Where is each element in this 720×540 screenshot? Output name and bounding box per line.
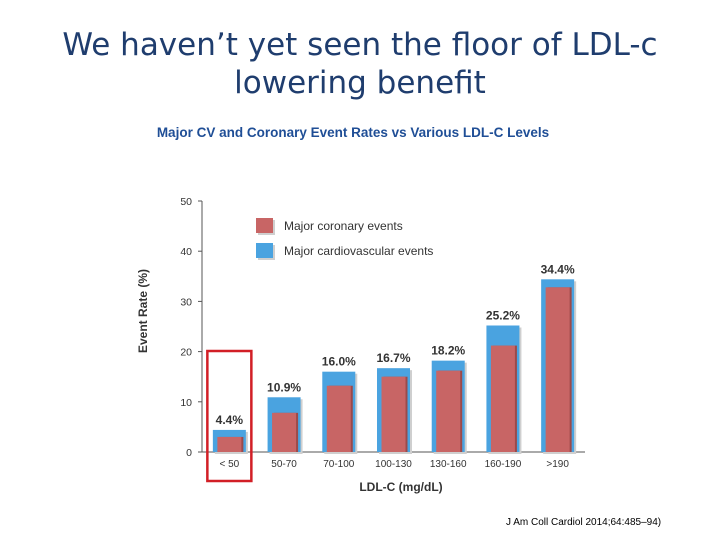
- x-tick-label: 160-190: [485, 459, 522, 470]
- bar-coronary: [326, 385, 351, 452]
- x-tick-label: >190: [546, 459, 569, 470]
- bar-coronary: [545, 287, 570, 452]
- x-tick-label: < 50: [219, 459, 239, 470]
- y-tick-label: 20: [180, 347, 192, 359]
- y-tick-label: 40: [180, 246, 192, 258]
- bar-coronary: [272, 412, 297, 452]
- y-tick-label: 0: [186, 447, 192, 459]
- y-tick-label: 50: [180, 196, 192, 208]
- x-tick-label: 70-100: [323, 459, 355, 470]
- citation: J Am Coll Cardiol 2014;64:485–94): [506, 517, 662, 528]
- slide-title-line-2: lowering benefit: [234, 65, 486, 101]
- data-label: 4.4%: [216, 413, 244, 427]
- y-axis-label: Event Rate (%): [136, 269, 150, 353]
- y-tick-label: 10: [180, 397, 192, 409]
- x-axis-label: LDL-C (mg/dL): [359, 480, 442, 494]
- slide-title: We haven’t yet seen the floor of LDL-c l…: [40, 26, 680, 102]
- bar-coronary: [490, 345, 515, 452]
- legend-label: Major cardiovascular events: [284, 244, 433, 258]
- x-tick-label: 100-130: [375, 459, 412, 470]
- chart-title: Major CV and Coronary Event Rates vs Var…: [157, 125, 549, 140]
- legend-swatch-coronary: [256, 218, 273, 233]
- data-label: 16.7%: [376, 351, 410, 365]
- legend-label: Major coronary events: [284, 219, 403, 233]
- data-label: 34.4%: [541, 262, 575, 276]
- bar-coronary: [217, 436, 242, 452]
- x-tick-label: 130-160: [430, 459, 467, 470]
- legend-swatch-cardiovascular: [256, 243, 273, 258]
- chart-bars: [212, 279, 577, 454]
- data-label: 10.9%: [267, 380, 301, 394]
- y-tick-label: 30: [180, 296, 192, 308]
- highlight-box: [206, 349, 253, 483]
- data-label: 18.2%: [431, 344, 465, 358]
- chart-legend: Major coronary events Major cardiovascula…: [256, 218, 433, 260]
- x-tick-label: 50-70: [271, 459, 297, 470]
- chart-data-labels: 4.4% < 50 10.9% 50-70 16.0% 70-100 16.7% 100-13…: [206, 262, 575, 483]
- data-label: 16.0%: [322, 355, 356, 369]
- data-label: 25.2%: [486, 308, 520, 322]
- bar-coronary: [436, 370, 461, 452]
- bar-coronary: [381, 376, 406, 452]
- slide-title-line-1: We haven’t yet seen the floor of LDL-c: [62, 27, 658, 63]
